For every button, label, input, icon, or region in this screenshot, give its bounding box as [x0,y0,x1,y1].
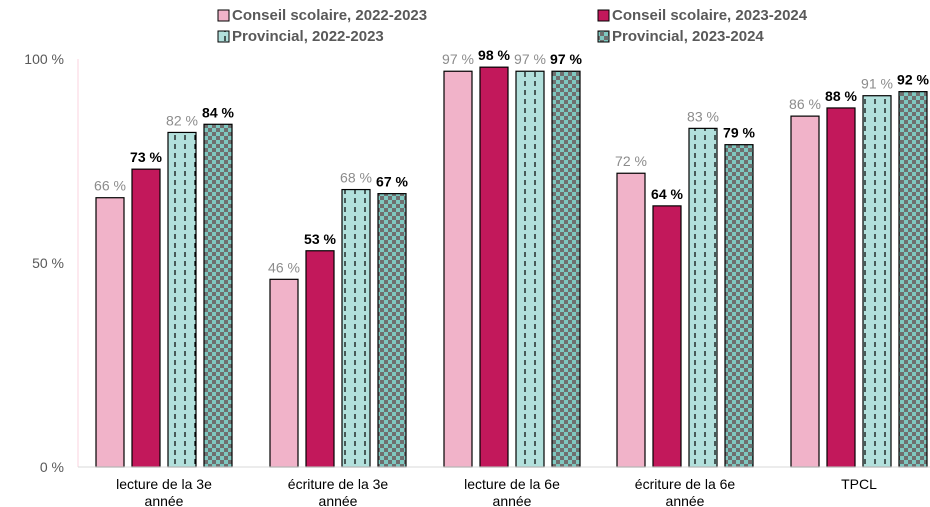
data-label: 92 % [897,72,929,88]
data-label: 68 % [340,170,372,186]
data-label: 46 % [268,259,300,275]
bar [131,168,161,468]
bar [95,197,125,468]
bar [551,70,581,468]
bar [377,193,407,468]
data-label: 98 % [478,47,510,63]
bar [167,131,197,468]
bar [203,123,233,468]
legend-label: Conseil scolaire, 2023-2024 [612,7,808,24]
legend-swatch [597,30,610,43]
bar [443,70,473,468]
bar [269,278,299,468]
data-label: 64 % [651,186,683,202]
data-label: 73 % [130,149,162,165]
y-tick-label: 50 % [32,255,64,271]
x-category-label: lecture de la 6e année [464,476,560,507]
data-label: 66 % [94,178,126,194]
y-tick-label: 100 % [24,51,64,67]
data-labels: 66 %73 %82 %84 %46 %53 %68 % 67 %97 % 98 %… [94,47,929,275]
legend-swatch [217,9,230,22]
data-label: 97 % [442,51,474,67]
data-label: 79 % [723,125,755,141]
bar [479,66,509,468]
y-axis: 0 % 50 % 100 % [24,51,79,475]
bar [688,127,718,468]
legend-swatch [217,30,230,43]
bar [862,95,892,468]
bar [790,115,820,468]
bar [341,188,371,468]
data-label: 97 % [514,51,546,67]
data-label: 82 % [166,112,198,128]
bar [616,172,646,468]
legend: Conseil scolaire, 2022-2023 Conseil scola… [217,7,808,45]
bar [898,91,928,468]
legend-label: Provincial, 2023-2024 [612,28,764,45]
data-label: 83 % [687,108,719,124]
data-label: 91 % [861,76,893,92]
data-label: 86 % [789,96,821,112]
legend-label: Provincial, 2022-2023 [232,28,384,45]
data-label: 67 % [376,174,408,190]
data-label: 72 % [615,153,647,169]
x-axis: lecture de la 3e année écriture de la 3e an… [78,466,930,507]
data-label: 53 % [304,231,336,247]
bars [95,66,928,468]
x-category-label: écriture de la 3e année [288,476,389,507]
bar [826,107,856,468]
data-label: 97 % [550,51,582,67]
data-label: 84 % [202,104,234,120]
bar [515,70,545,468]
x-category-label: écriture de la 6e année [635,476,736,507]
x-category-label: lecture de la 3e année [116,476,212,507]
data-label: 88 % [825,88,857,104]
legend-swatch [597,9,610,22]
bar [305,250,335,468]
y-tick-label: 0 % [40,459,64,475]
x-category-label: TPCL [841,476,877,492]
bar [724,144,754,468]
bar [652,205,682,468]
legend-label: Conseil scolaire, 2022-2023 [232,7,427,24]
